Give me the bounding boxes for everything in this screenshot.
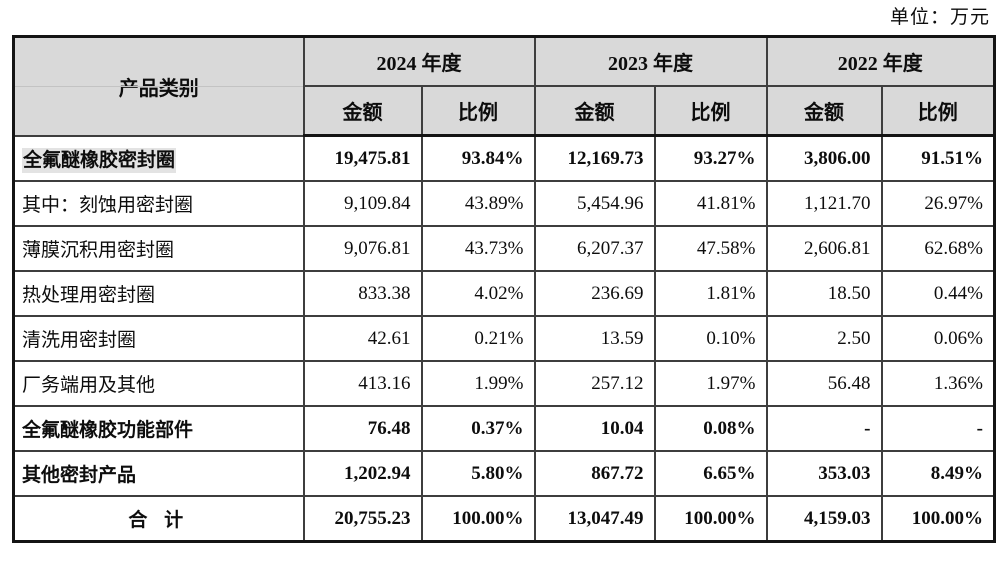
- cell-2023-amount: 12,169.73: [533, 134, 656, 182]
- table-row: 清洗用密封圈 42.61 0.21% 13.59 0.10% 2.50 0.06…: [12, 315, 996, 362]
- cell-2022-amount: 18.50: [765, 270, 883, 317]
- cell-2022-amount: -: [765, 405, 883, 452]
- cell-2023-amount: 13.59: [533, 315, 656, 362]
- cell-2024-amount: 9,109.84: [302, 180, 423, 227]
- cell-2023-amount: 5,454.96: [533, 180, 656, 227]
- cell-label: 全氟醚橡胶功能部件: [12, 405, 305, 452]
- cell-label: 热处理用密封圈: [12, 270, 305, 317]
- col-header-2024-ratio: 比例: [420, 85, 536, 137]
- col-header-year-2022: 2022 年度: [765, 35, 996, 87]
- cell-2023-ratio: 0.10%: [653, 315, 768, 362]
- cell-label: 薄膜沉积用密封圈: [12, 225, 305, 272]
- cell-2022-amount: 3,806.00: [765, 134, 883, 182]
- cell-2024-ratio: 0.37%: [420, 405, 536, 452]
- cell-label: 清洗用密封圈: [12, 315, 305, 362]
- cell-2022-ratio: 0.06%: [880, 315, 996, 362]
- cell-2024-ratio: 1.99%: [420, 360, 536, 407]
- cell-2023-amount: 257.12: [533, 360, 656, 407]
- cell-2023-ratio: 100.00%: [653, 495, 768, 543]
- table-row: 全氟醚橡胶密封圈 19,475.81 93.84% 12,169.73 93.2…: [12, 134, 996, 182]
- highlighted-label: 全氟醚橡胶密封圈: [22, 147, 177, 173]
- cell-2024-amount: 42.61: [302, 315, 423, 362]
- col-header-2022-amount: 金额: [765, 85, 883, 137]
- col-header-2023-ratio: 比例: [653, 85, 768, 137]
- cell-label: 厂务端用及其他: [12, 360, 305, 407]
- table-body: 全氟醚橡胶密封圈 19,475.81 93.84% 12,169.73 93.2…: [12, 134, 996, 543]
- cell-2024-amount: 413.16: [302, 360, 423, 407]
- cell-2023-ratio: 41.81%: [653, 180, 768, 227]
- cell-2022-ratio: -: [880, 405, 996, 452]
- unit-label: 单位：万元: [889, 7, 990, 28]
- cell-2022-amount: 1,121.70: [765, 180, 883, 227]
- cell-2024-ratio: 43.89%: [420, 180, 536, 227]
- col-header-2022-ratio: 比例: [880, 85, 996, 137]
- cell-2023-ratio: 93.27%: [653, 134, 768, 182]
- cell-2022-ratio: 1.36%: [880, 360, 996, 407]
- year-header-row: 产品类别 2024 年度 2023 年度 2022 年度: [12, 35, 996, 137]
- cell-2024-amount: 19,475.81: [302, 134, 423, 182]
- cell-2024-ratio: 43.73%: [420, 225, 536, 272]
- cell-2024-amount: 9,076.81: [302, 225, 423, 272]
- cell-2022-ratio: 26.97%: [880, 180, 996, 227]
- cell-2023-amount: 6,207.37: [533, 225, 656, 272]
- cell-2022-ratio: 0.44%: [880, 270, 996, 317]
- cell-2024-amount: 833.38: [302, 270, 423, 317]
- table-row: 其他密封产品 1,202.94 5.80% 867.72 6.65% 353.0…: [12, 450, 996, 497]
- cell-2022-ratio: 8.49%: [880, 450, 996, 497]
- cell-2023-amount: 867.72: [533, 450, 656, 497]
- cell-2024-amount: 1,202.94: [302, 450, 423, 497]
- cell-2022-ratio: 91.51%: [880, 134, 996, 182]
- cell-2022-amount: 56.48: [765, 360, 883, 407]
- cell-2023-amount: 10.04: [533, 405, 656, 452]
- table-row: 厂务端用及其他 413.16 1.99% 257.12 1.97% 56.48 …: [12, 360, 996, 407]
- col-header-year-2024: 2024 年度: [302, 35, 536, 87]
- cell-2024-amount: 76.48: [302, 405, 423, 452]
- table-row: 热处理用密封圈 833.38 4.02% 236.69 1.81% 18.50 …: [12, 270, 996, 317]
- cell-2023-amount: 13,047.49: [533, 495, 656, 543]
- cell-2022-amount: 4,159.03: [765, 495, 883, 543]
- cell-label: 其中：刻蚀用密封圈: [12, 180, 305, 227]
- col-header-product-category: 产品类别: [12, 35, 305, 137]
- cell-2023-ratio: 6.65%: [653, 450, 768, 497]
- table-row: 薄膜沉积用密封圈 9,076.81 43.73% 6,207.37 47.58%…: [12, 225, 996, 272]
- cell-2023-ratio: 1.97%: [653, 360, 768, 407]
- col-header-year-2023: 2023 年度: [533, 35, 768, 87]
- cell-2024-ratio: 100.00%: [420, 495, 536, 543]
- table-row: 全氟醚橡胶功能部件 76.48 0.37% 10.04 0.08% - -: [12, 405, 996, 452]
- col-header-2024-amount: 金额: [302, 85, 423, 137]
- cell-2024-amount: 20,755.23: [302, 495, 423, 543]
- cell-2024-ratio: 4.02%: [420, 270, 536, 317]
- col-header-2023-amount: 金额: [533, 85, 656, 137]
- cell-2022-amount: 353.03: [765, 450, 883, 497]
- cell-label: 全氟醚橡胶密封圈: [12, 134, 305, 182]
- cell-label-total: 合 计: [12, 495, 305, 543]
- cell-label: 其他密封产品: [12, 450, 305, 497]
- cell-2024-ratio: 0.21%: [420, 315, 536, 362]
- cell-2023-amount: 236.69: [533, 270, 656, 317]
- table-header: 产品类别 2024 年度 2023 年度 2022 年度 金额 比例 金额 比例…: [12, 35, 996, 137]
- cell-2024-ratio: 5.80%: [420, 450, 536, 497]
- cell-2022-ratio: 62.68%: [880, 225, 996, 272]
- cell-2023-ratio: 47.58%: [653, 225, 768, 272]
- table-row: 其中：刻蚀用密封圈 9,109.84 43.89% 5,454.96 41.81…: [12, 180, 996, 227]
- cell-2022-ratio: 100.00%: [880, 495, 996, 543]
- table-row-total: 合 计 20,755.23 100.00% 13,047.49 100.00% …: [12, 495, 996, 543]
- subheader-row: 金额 比例 金额 比例 金额 比例: [14, 85, 996, 137]
- cell-2022-amount: 2.50: [765, 315, 883, 362]
- cell-2022-amount: 2,606.81: [765, 225, 883, 272]
- cell-2023-ratio: 1.81%: [653, 270, 768, 317]
- cell-2024-ratio: 93.84%: [420, 134, 536, 182]
- product-revenue-table: 产品类别 2024 年度 2023 年度 2022 年度 金额 比例 金额 比例…: [12, 35, 996, 543]
- cell-2023-ratio: 0.08%: [653, 405, 768, 452]
